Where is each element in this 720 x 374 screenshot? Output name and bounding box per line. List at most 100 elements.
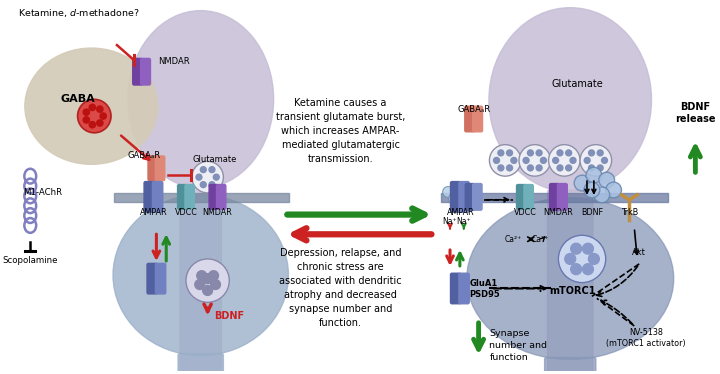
FancyBboxPatch shape (459, 273, 469, 304)
Circle shape (96, 106, 103, 112)
Text: BDNF: BDNF (581, 208, 603, 217)
FancyBboxPatch shape (156, 263, 166, 294)
Circle shape (511, 157, 517, 163)
Circle shape (541, 157, 546, 163)
Circle shape (449, 193, 459, 204)
FancyBboxPatch shape (156, 156, 165, 181)
Circle shape (84, 109, 89, 115)
Text: Ca²⁺: Ca²⁺ (532, 235, 549, 244)
Text: TrkB: TrkB (621, 208, 638, 217)
Text: Akt: Akt (632, 248, 646, 257)
Circle shape (586, 167, 602, 183)
Circle shape (566, 165, 572, 171)
Circle shape (209, 271, 218, 280)
Circle shape (584, 157, 590, 163)
Text: NMDAR: NMDAR (158, 57, 190, 66)
FancyBboxPatch shape (178, 353, 223, 373)
Text: Ketamine, $d$-methadone?: Ketamine, $d$-methadone? (19, 7, 140, 19)
Circle shape (210, 280, 220, 289)
FancyBboxPatch shape (140, 58, 150, 85)
FancyBboxPatch shape (472, 184, 482, 210)
Circle shape (498, 150, 504, 156)
Text: Scopolamine: Scopolamine (2, 257, 58, 266)
Text: Ketamine causes a
transient glutamate burst,
which increases AMPAR-
mediated glu: Ketamine causes a transient glutamate bu… (276, 98, 405, 164)
Circle shape (519, 145, 551, 176)
Circle shape (580, 145, 611, 176)
Circle shape (186, 259, 229, 302)
Text: NV-5138
(mTORC1 activator): NV-5138 (mTORC1 activator) (606, 328, 686, 348)
FancyBboxPatch shape (451, 182, 461, 212)
FancyBboxPatch shape (516, 184, 526, 209)
Circle shape (460, 187, 471, 197)
Circle shape (553, 157, 559, 163)
Text: GABAₐR: GABAₐR (127, 151, 160, 160)
FancyBboxPatch shape (148, 156, 158, 181)
Circle shape (566, 150, 572, 156)
Circle shape (203, 274, 212, 283)
FancyBboxPatch shape (153, 182, 163, 212)
Circle shape (100, 113, 107, 119)
FancyBboxPatch shape (147, 263, 158, 294)
Circle shape (564, 254, 576, 264)
Text: Synapse
number and
function: Synapse number and function (490, 329, 547, 362)
Text: M1-AChR: M1-AChR (22, 188, 62, 197)
Circle shape (213, 174, 220, 180)
Circle shape (571, 243, 582, 254)
Circle shape (528, 150, 534, 156)
Ellipse shape (489, 7, 652, 192)
Circle shape (594, 187, 610, 203)
Circle shape (602, 157, 608, 163)
FancyBboxPatch shape (465, 184, 474, 210)
Circle shape (78, 99, 111, 133)
FancyBboxPatch shape (209, 184, 218, 209)
Text: NMDAR: NMDAR (544, 208, 573, 217)
Circle shape (507, 165, 513, 171)
Text: Na⁺: Na⁺ (443, 217, 457, 226)
Text: Glutamate: Glutamate (552, 79, 603, 89)
Circle shape (582, 243, 593, 254)
Text: Na⁺: Na⁺ (456, 217, 471, 226)
FancyBboxPatch shape (472, 106, 482, 132)
Ellipse shape (128, 10, 274, 188)
Circle shape (523, 157, 529, 163)
Text: NMDAR: NMDAR (202, 208, 233, 217)
Circle shape (84, 117, 89, 123)
Text: BDNF: BDNF (215, 311, 245, 321)
Circle shape (459, 198, 469, 209)
FancyBboxPatch shape (459, 182, 469, 212)
Circle shape (570, 157, 576, 163)
FancyBboxPatch shape (114, 193, 289, 202)
FancyBboxPatch shape (178, 184, 187, 209)
Circle shape (209, 182, 215, 188)
Text: AMPAR: AMPAR (447, 208, 474, 217)
Circle shape (599, 172, 615, 188)
FancyBboxPatch shape (451, 273, 461, 304)
Circle shape (528, 165, 534, 171)
Circle shape (571, 264, 582, 275)
Circle shape (557, 150, 563, 156)
FancyBboxPatch shape (185, 184, 194, 209)
Text: mTORC1: mTORC1 (549, 286, 595, 297)
FancyBboxPatch shape (548, 190, 593, 373)
FancyBboxPatch shape (180, 186, 222, 373)
FancyBboxPatch shape (524, 184, 534, 209)
Circle shape (197, 271, 207, 280)
Circle shape (582, 264, 593, 275)
FancyBboxPatch shape (465, 106, 474, 132)
Circle shape (443, 187, 454, 197)
Circle shape (549, 145, 580, 176)
Circle shape (196, 174, 202, 180)
Text: GABA: GABA (60, 94, 95, 104)
Circle shape (588, 254, 599, 264)
Circle shape (557, 165, 563, 171)
FancyBboxPatch shape (441, 193, 667, 202)
Circle shape (588, 165, 595, 171)
Circle shape (507, 150, 513, 156)
Circle shape (200, 182, 206, 188)
Circle shape (195, 280, 204, 289)
Circle shape (209, 167, 215, 172)
Text: AMPAR: AMPAR (140, 208, 167, 217)
Text: PSD95: PSD95 (469, 290, 500, 299)
Text: GABAₐR: GABAₐR (457, 105, 490, 114)
Text: VDCC: VDCC (174, 208, 197, 217)
